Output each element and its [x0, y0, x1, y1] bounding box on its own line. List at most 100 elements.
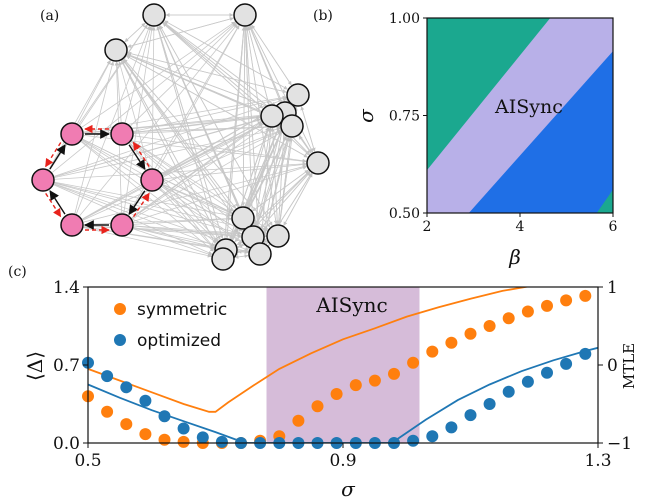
network-edge [54, 118, 261, 178]
network-edge [161, 186, 251, 248]
network-edge [132, 131, 282, 220]
pink-node [110, 213, 134, 237]
panel-b-label: (b) [313, 8, 333, 24]
network-edge [123, 58, 271, 228]
network-edge [49, 24, 148, 171]
gray-node [280, 114, 304, 138]
network-edge [131, 140, 234, 212]
shaded-region [266, 287, 420, 443]
network-edge [226, 26, 246, 239]
network-edge [126, 53, 274, 110]
network-edge [82, 100, 288, 220]
network-edge [130, 23, 237, 126]
data-point-symmetric [311, 400, 324, 413]
chart-y2label: MTLE [620, 343, 638, 389]
y2-tick-label: −1 [607, 434, 632, 454]
phase-xlabel: β [508, 245, 521, 269]
data-point-optimized [483, 398, 496, 410]
gray-node [248, 242, 272, 266]
network-edge [251, 24, 292, 86]
ring-edge-reverse [132, 192, 150, 218]
mtle-line-symmetric [88, 287, 531, 413]
network-edge [54, 98, 287, 177]
data-point-optimized [120, 381, 133, 394]
network-edge [81, 21, 236, 128]
pink-node [140, 168, 164, 192]
network-edge [234, 254, 249, 259]
pink-node [60, 213, 84, 237]
phase-diagram [426, 17, 614, 214]
network-edge [54, 127, 281, 178]
network-edge [54, 182, 242, 235]
gray-node [306, 151, 330, 175]
y2-tick-label: 1 [607, 278, 618, 298]
network-edge [249, 25, 288, 116]
legend-label-optimized: optimized [137, 331, 221, 351]
x-tick-label: 0.9 [329, 451, 356, 471]
chart-ylabel: ⟨Δ⟩ [23, 351, 47, 381]
x-tick-label: 1.3 [584, 451, 611, 471]
network-edge [53, 184, 213, 255]
data-point-symmetric [292, 414, 305, 427]
data-point-symmetric [158, 433, 171, 446]
y2-tick-label: 0 [607, 356, 618, 376]
y-tick-label: 1.4 [53, 278, 80, 298]
data-point-optimized [445, 421, 458, 434]
network-edge [83, 216, 232, 225]
network-edge [48, 60, 111, 170]
data-point-symmetric [579, 289, 592, 302]
phase-ytick-label: 1.00 [389, 11, 420, 27]
network-nodes [31, 3, 330, 271]
network-edge [118, 61, 150, 169]
data-point-symmetric [560, 294, 573, 307]
network-edge [151, 26, 156, 169]
network-edge [226, 126, 269, 248]
data-point-optimized [502, 385, 515, 398]
ring-edge-reverse [45, 142, 62, 168]
panel-c: (c) 0.5 0.9 1.3 0.0 0.7 1.4 −1 0 1 AISync ⟨Δ⟩ MT… [8, 264, 638, 501]
data-point-symmetric [101, 405, 114, 418]
network-edge [164, 20, 288, 90]
data-point-symmetric [464, 327, 477, 340]
data-point-optimized [579, 347, 592, 360]
data-point-optimized [464, 409, 477, 422]
network-edge [83, 225, 242, 238]
legend-label-symmetric: symmetric [137, 300, 227, 320]
panel-b: (b) AISync β σ 2 4 6 0.50 0.75 1.00 [313, 8, 618, 269]
network-edge [54, 183, 250, 251]
y-tick-label: 0.0 [53, 434, 80, 454]
data-point-symmetric [521, 305, 534, 318]
network-edge [156, 26, 221, 248]
network-edge [162, 184, 233, 214]
network-edge [83, 164, 307, 223]
phase-ytick-label: 0.75 [389, 109, 420, 125]
data-point-optimized [407, 434, 420, 447]
data-point-symmetric [120, 418, 133, 431]
network-edge [127, 17, 234, 48]
gray-node [231, 206, 255, 230]
network-edge [163, 129, 282, 177]
data-point-optimized [560, 357, 573, 370]
network-edge [124, 22, 146, 43]
data-point-symmetric [349, 379, 362, 392]
network-edge [265, 244, 270, 249]
network-edge [75, 25, 151, 214]
network-edge [81, 140, 217, 244]
network-edge [127, 51, 287, 93]
data-point-optimized [521, 375, 534, 388]
shaded-region-label: AISync [315, 293, 387, 317]
gray-node [286, 83, 310, 107]
network-edge [270, 127, 278, 225]
data-point-optimized [541, 366, 553, 379]
pink-ring-edges [45, 124, 150, 235]
phase-xtick-label: 6 [609, 219, 618, 235]
data-point-optimized [158, 410, 171, 423]
data-point-optimized [215, 435, 228, 448]
network-edge [298, 135, 312, 154]
network-edge [52, 22, 237, 173]
network-edge [242, 26, 247, 207]
phase-region-teal [427, 18, 551, 171]
data-point-symmetric [368, 374, 381, 387]
pink-node [31, 168, 55, 192]
legend: symmetric optimized [114, 300, 227, 351]
